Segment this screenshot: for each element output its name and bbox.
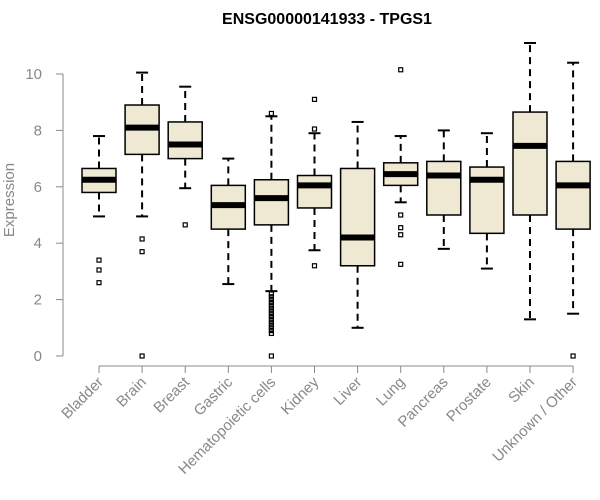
y-tick-label: 4 [34, 235, 42, 252]
outlier-point [268, 294, 274, 300]
outlier-point [268, 291, 274, 297]
outlier-point [268, 297, 274, 303]
outlier-point [268, 308, 274, 314]
outlier-point [268, 330, 274, 337]
outlier-point [570, 353, 576, 359]
box-group [124, 71, 160, 359]
iqr-box [512, 111, 548, 216]
outlier-point [268, 319, 274, 325]
box-group [167, 85, 203, 228]
box-group [426, 129, 462, 250]
iqr-box [167, 121, 203, 160]
y-tick-label: 10 [25, 66, 42, 83]
box-group [512, 41, 548, 321]
box-group [382, 67, 419, 267]
iqr-box [426, 160, 462, 216]
x-tick-label: Kidney [278, 373, 323, 418]
x-tick-label: Bladder [58, 374, 107, 423]
x-tick-label: Prostate [443, 374, 495, 426]
x-tick-label: Skin [505, 374, 538, 407]
outlier-point [398, 232, 404, 238]
outlier-point [268, 305, 274, 311]
outlier-point [268, 325, 274, 331]
outlier-point [268, 328, 274, 334]
outlier-point [96, 267, 102, 273]
y-tick-label: 8 [34, 122, 42, 139]
outlier-point [96, 280, 102, 286]
box-group [555, 61, 591, 359]
plot-area [81, 41, 591, 359]
x-tick-label: Brain [113, 374, 150, 411]
y-tick-label: 6 [34, 179, 42, 196]
outlier-point [139, 353, 145, 359]
outlier-point [398, 261, 404, 267]
iqr-box [555, 160, 591, 230]
outlier-point [398, 212, 404, 218]
outlier-point [268, 302, 274, 308]
outlier-point [182, 222, 188, 228]
x-tick-label: Breast [150, 373, 193, 416]
box-group [339, 120, 376, 329]
outlier-point [268, 110, 274, 117]
y-tick-label: 2 [34, 292, 42, 309]
x-tick-label: Liver [330, 374, 365, 409]
box-group [81, 135, 117, 286]
outlier-point [268, 353, 274, 359]
outlier-point [311, 96, 318, 102]
x-tick-label: Lung [373, 374, 409, 410]
iqr-box [339, 167, 376, 267]
box-group [253, 110, 290, 359]
y-tick-label: 0 [34, 348, 42, 365]
chart-title: ENSG00000141933 - TPGS1 [222, 11, 432, 28]
box-group [469, 132, 505, 270]
iqr-box [296, 174, 333, 209]
outlier-point [311, 126, 318, 132]
outlier-point [398, 67, 404, 73]
box-group [210, 157, 247, 286]
outlier-point [268, 316, 274, 322]
outlier-point [268, 322, 274, 328]
y-axis-label: Expression [1, 163, 18, 237]
outlier-point [96, 257, 102, 263]
y-axis: 0 2 4 6 8 10 [25, 66, 64, 365]
outlier-point [139, 236, 145, 242]
outlier-point [268, 311, 274, 317]
outlier-point [311, 263, 318, 269]
outlier-point [268, 313, 274, 320]
outlier-point [268, 299, 274, 306]
outlier-point [398, 225, 404, 231]
outlier-point [139, 249, 145, 255]
iqr-box [253, 179, 290, 226]
box-group [296, 96, 333, 269]
